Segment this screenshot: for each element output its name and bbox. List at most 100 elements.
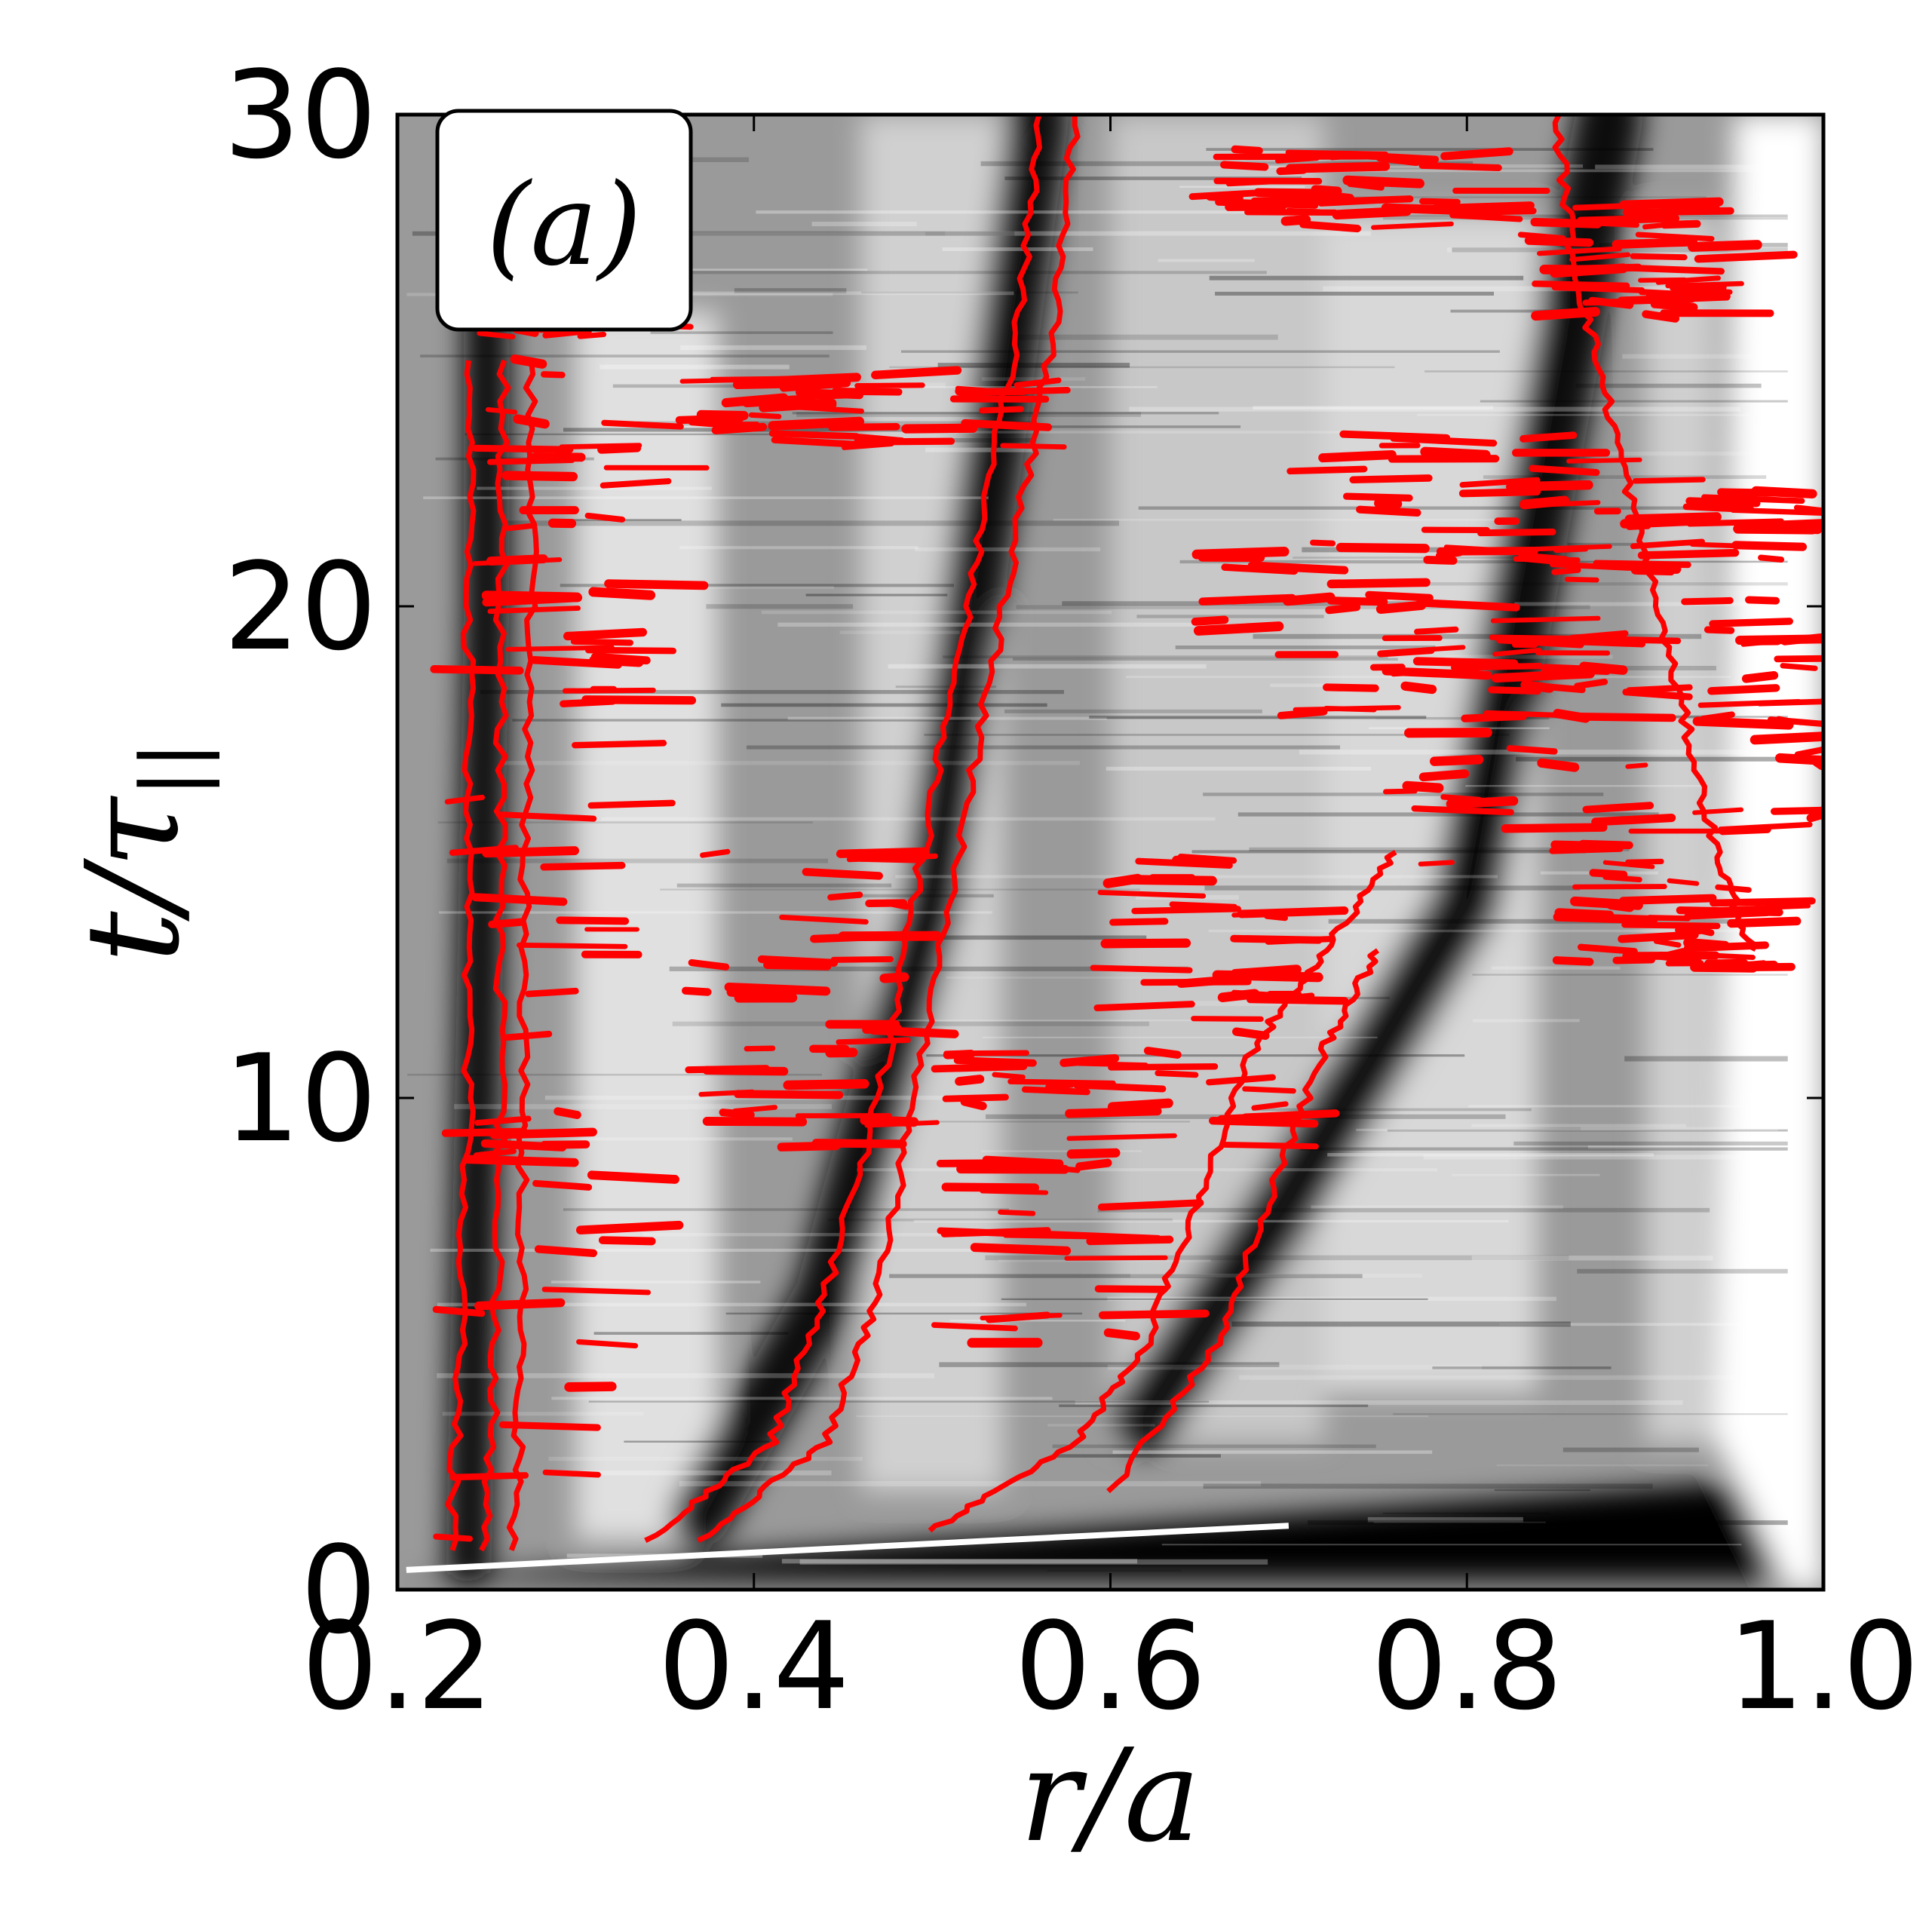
contour-dash — [532, 1179, 593, 1191]
contour-dash — [1710, 897, 1816, 907]
light-band — [1645, 213, 1717, 1443]
contour-dash — [1692, 716, 1794, 730]
contour-dash — [562, 687, 656, 694]
contour-dash — [542, 327, 593, 339]
contour-dash — [556, 916, 630, 925]
contour-dash — [1449, 212, 1523, 222]
contour-dash — [836, 847, 930, 858]
contour-dash — [1169, 901, 1237, 910]
contour-dash — [771, 436, 860, 448]
contour-dash — [1231, 909, 1307, 918]
contour-dash — [1774, 655, 1823, 663]
contour-dash — [1212, 970, 1323, 983]
contour-dash — [1299, 220, 1362, 233]
contour-dash — [1103, 1328, 1140, 1341]
contour-dash — [1506, 672, 1570, 681]
contour-dash — [744, 1045, 776, 1052]
contour-dash — [943, 1050, 976, 1060]
contour-dash — [1527, 683, 1551, 692]
contour-dash — [495, 811, 597, 822]
contour-dash — [1060, 1053, 1120, 1067]
contour-dash — [838, 931, 942, 942]
contour-dash — [1107, 1098, 1173, 1112]
contour-dash — [1588, 296, 1634, 309]
contour-dash — [1206, 193, 1244, 202]
contour-dash — [802, 867, 883, 880]
contour-dash — [864, 1120, 940, 1128]
contour-dash — [711, 422, 767, 434]
y-axis-label: t/τ — [59, 795, 208, 963]
contour-dash — [1402, 780, 1444, 793]
contour-dash — [696, 409, 749, 421]
contour-dash — [585, 646, 676, 655]
contour-dash — [441, 1127, 529, 1137]
contour-dash — [1657, 951, 1701, 964]
contour-line — [1106, 948, 1380, 1494]
x-tick-label: 0.4 — [658, 1596, 850, 1737]
contour-dash — [1382, 667, 1492, 680]
contour-dash — [734, 1090, 844, 1099]
contour-dash — [1589, 869, 1628, 879]
contour-dash — [765, 394, 814, 405]
contour-dash — [1383, 788, 1418, 795]
contour-dash — [1280, 215, 1311, 226]
contour-dash — [1549, 845, 1624, 854]
light-band — [575, 311, 719, 1541]
contour-dash — [505, 523, 535, 532]
contour-dash — [842, 441, 894, 450]
contour-line — [445, 360, 477, 1551]
contour-dash — [1286, 465, 1368, 475]
contour-dash — [1582, 802, 1654, 814]
y-axis-label-group: t/τ|| — [59, 741, 220, 963]
contour-dash — [931, 1063, 1028, 1073]
svg-text:t/τ||: t/τ|| — [59, 741, 220, 963]
contour-dash — [879, 972, 909, 983]
contour-dash — [1701, 494, 1805, 504]
contour-dash — [688, 958, 730, 971]
contour-dash — [955, 387, 986, 400]
contour-dash — [1356, 505, 1421, 517]
contour-dash — [1140, 978, 1252, 986]
contour-dash — [1492, 647, 1542, 657]
contour-line — [644, 115, 1042, 1543]
contour-dash — [541, 371, 566, 379]
contour-dash — [587, 1170, 679, 1184]
contour-dash — [1246, 995, 1349, 1005]
contour-dash — [563, 627, 648, 641]
contour-dash — [501, 471, 578, 482]
contour-dash — [1225, 178, 1293, 187]
contour-dash — [584, 512, 626, 523]
contour-dash — [936, 1158, 1044, 1167]
x-axis-label: r/a — [1020, 1722, 1201, 1871]
contour-dash — [1064, 1255, 1168, 1261]
contour-dash — [1750, 731, 1823, 745]
contour-dash — [1108, 1063, 1219, 1071]
contour-dash — [953, 1056, 1037, 1067]
contour-dash — [1066, 1148, 1121, 1159]
contour-dash — [1694, 250, 1798, 263]
contour-line — [928, 850, 1397, 1533]
contour-dash — [540, 861, 626, 871]
contour-dash — [589, 655, 644, 667]
contour-dash — [862, 1024, 903, 1034]
contour-dash — [1621, 922, 1721, 930]
contour-dash — [1635, 232, 1715, 242]
contour-dash — [1326, 596, 1388, 606]
contour-dash — [901, 423, 978, 434]
contour-dash — [942, 1093, 1009, 1102]
y-tick-label: 30 — [223, 44, 377, 186]
contour-dash — [1537, 246, 1622, 256]
contour-dash — [577, 331, 607, 339]
contour-dash — [1618, 931, 1699, 943]
contour-dash — [1310, 539, 1336, 547]
contour-dash — [547, 518, 577, 529]
contour-dash — [534, 1245, 598, 1257]
contour-dash — [1553, 708, 1590, 723]
contour-dash — [970, 1243, 1072, 1256]
contour-dash — [702, 1117, 808, 1127]
contour-dash — [1075, 1158, 1112, 1171]
contour-dash — [1717, 488, 1804, 498]
contour-dash — [542, 1469, 601, 1478]
contour-dash — [1455, 662, 1495, 673]
contour-dash — [1506, 745, 1558, 755]
